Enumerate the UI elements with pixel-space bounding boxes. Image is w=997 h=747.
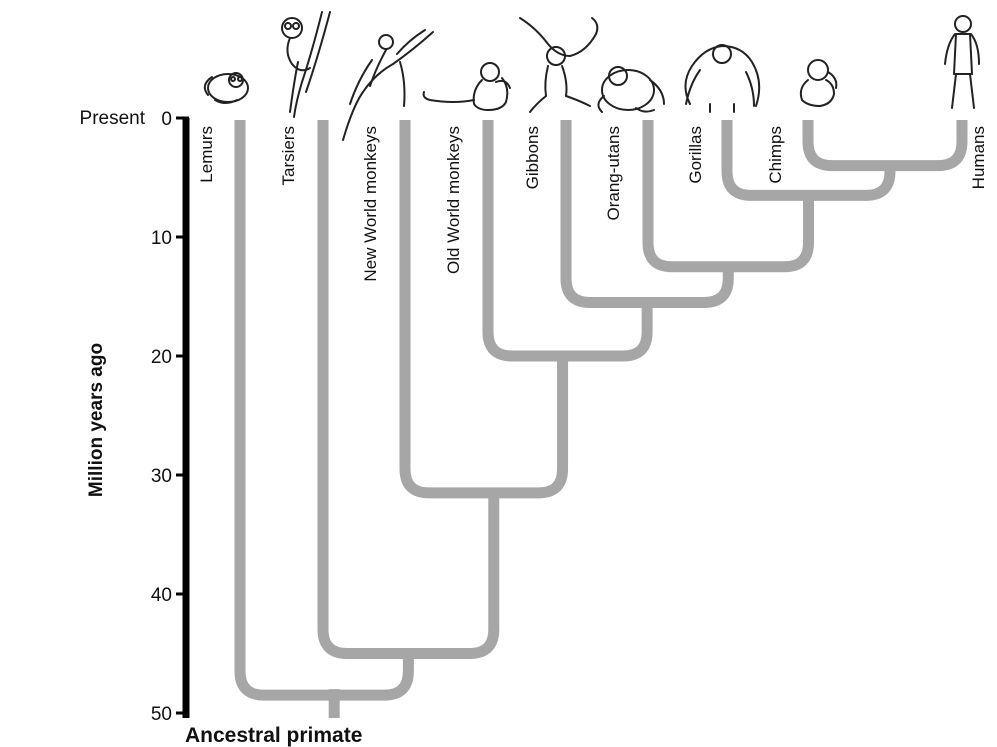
branch-lemurs bbox=[234, 120, 414, 701]
axis-title: Million years ago bbox=[86, 343, 107, 497]
new-world-monkey-icon bbox=[342, 29, 434, 141]
phylogenetic-tree bbox=[234, 120, 968, 718]
axis-tick-label-0: 0 bbox=[161, 109, 172, 130]
gorilla-icon bbox=[684, 44, 761, 113]
lemur-icon bbox=[203, 72, 249, 104]
chimp-icon bbox=[799, 59, 838, 107]
axis-tick-label-20: 20 bbox=[151, 347, 172, 368]
axis-tick-label-50: 50 bbox=[151, 704, 172, 725]
label-orang-utans: Orang-utans bbox=[604, 126, 623, 221]
time-axis-ticks: 0 10 20 30 40 50 bbox=[151, 109, 189, 725]
branch-new-world-monkeys bbox=[399, 120, 569, 499]
branch-chimps-humans bbox=[802, 120, 968, 172]
label-gibbons: Gibbons bbox=[523, 126, 542, 189]
axis-tick-label-40: 40 bbox=[151, 585, 172, 606]
label-humans: Humans bbox=[969, 126, 988, 189]
orang-utan-icon bbox=[597, 66, 665, 113]
label-gorillas: Gorillas bbox=[686, 126, 705, 184]
label-old-world-monkeys: Old World monkeys bbox=[444, 126, 463, 274]
axis-tick-label-10: 10 bbox=[151, 228, 172, 249]
present-label: Present bbox=[80, 108, 146, 129]
axis-tick-label-30: 30 bbox=[151, 466, 172, 487]
label-chimps: Chimps bbox=[766, 126, 785, 184]
human-icon bbox=[944, 15, 980, 109]
species-labels: Lemurs Tarsiers New World monkeys Old World… bbox=[197, 126, 988, 282]
ancestral-primate-label: Ancestral primate bbox=[185, 724, 362, 747]
label-tarsiers: Tarsiers bbox=[279, 126, 298, 186]
old-world-monkey-icon bbox=[422, 62, 511, 111]
gibbon-icon bbox=[519, 17, 599, 113]
label-lemurs: Lemurs bbox=[197, 126, 216, 183]
label-new-world-monkeys: New World monkeys bbox=[361, 126, 380, 282]
tarsier-icon bbox=[281, 11, 331, 118]
